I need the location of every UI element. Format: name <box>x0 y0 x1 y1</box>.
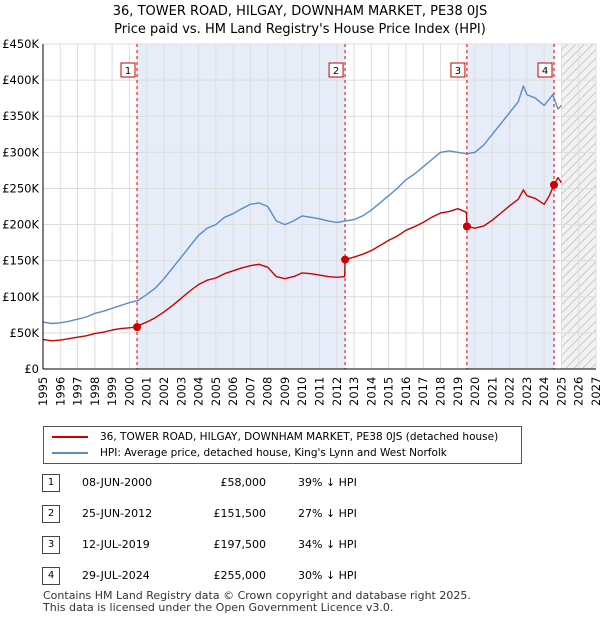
transaction-label-box <box>537 62 553 78</box>
legend-label-property: 36, TOWER ROAD, HILGAY, DOWNHAM MARKET, … <box>100 431 499 443</box>
transaction-point <box>550 180 559 189</box>
hpi-series-line <box>42 85 562 325</box>
transaction-number: 2 <box>42 505 60 523</box>
transaction-date: 08-JUN-2000 <box>82 476 153 489</box>
transaction-label-box <box>328 62 344 78</box>
x-tick-label: 2011 <box>313 377 327 406</box>
transaction-date: 12-JUL-2019 <box>82 538 150 551</box>
x-tick-label: 2012 <box>330 377 344 406</box>
transaction-label: 3 <box>455 66 461 77</box>
transaction-number: 3 <box>42 536 60 554</box>
transaction-label: 1 <box>125 66 131 77</box>
x-tick-label: 1996 <box>53 377 67 406</box>
legend-swatch-property <box>52 436 88 438</box>
x-tick-label: 2017 <box>416 377 430 406</box>
x-tick-label: 2019 <box>451 377 465 406</box>
transaction-label-box <box>450 62 466 78</box>
x-tick-label: 1998 <box>88 377 102 406</box>
ownership-period-shade <box>466 44 555 369</box>
x-tick-label: 2003 <box>174 377 188 406</box>
legend-item-property: 36, TOWER ROAD, HILGAY, DOWNHAM MARKET, … <box>52 429 498 445</box>
table-row: 4 29-JUL-2024 £255,000 30% ↓ HPI <box>42 567 462 585</box>
x-tick-label: 2026 <box>572 377 586 406</box>
x-tick-label: 2000 <box>122 377 136 406</box>
transaction-date: 29-JUL-2024 <box>82 569 150 582</box>
x-tick-label: 2006 <box>226 377 240 406</box>
transaction-number: 4 <box>42 567 60 585</box>
x-tick-label: 2014 <box>364 377 378 406</box>
x-tick-label: 2001 <box>140 377 154 406</box>
transaction-point <box>341 255 350 264</box>
x-tick-label: 2008 <box>261 377 275 406</box>
transaction-label: 2 <box>333 66 339 77</box>
transaction-point <box>133 323 142 332</box>
y-tick-label: £450K <box>2 37 39 51</box>
x-tick-label: 2007 <box>243 377 257 406</box>
y-tick-label: £250K <box>2 181 39 195</box>
x-tick-label: 1995 <box>36 377 50 406</box>
transaction-price: £151,500 <box>213 507 267 520</box>
transaction-date: 25-JUN-2012 <box>82 507 153 520</box>
x-tick-label: 2004 <box>192 377 206 406</box>
x-tick-label: 1999 <box>105 377 119 406</box>
chart-title: 36, TOWER ROAD, HILGAY, DOWNHAM MARKET, … <box>112 4 488 19</box>
transaction-hpi-diff: 27% ↓ HPI <box>298 507 357 520</box>
y-tick-label: £0 <box>24 362 39 376</box>
x-tick-label: 2015 <box>382 377 396 406</box>
transaction-number: 1 <box>42 474 60 492</box>
ownership-period-shade <box>137 44 346 369</box>
legend-label-hpi: HPI: Average price, detached house, King… <box>100 447 447 459</box>
x-tick-label: 2002 <box>157 377 171 406</box>
x-tick-label: 2010 <box>295 377 309 406</box>
legend-item-hpi: HPI: Average price, detached house, King… <box>52 445 447 461</box>
footer-copyright: Contains HM Land Registry data © Crown c… <box>43 589 471 602</box>
y-tick-label: £300K <box>2 145 39 159</box>
x-tick-label: 2016 <box>399 377 413 406</box>
y-tick-label: £200K <box>2 218 39 232</box>
x-tick-label: 2009 <box>278 377 292 406</box>
transaction-price: £255,000 <box>213 569 267 582</box>
x-tick-label: 2021 <box>485 377 499 406</box>
table-row: 1 08-JUN-2000 £58,000 39% ↓ HPI <box>42 474 462 492</box>
x-tick-label: 2005 <box>209 377 223 406</box>
table-row: 2 25-JUN-2012 £151,500 27% ↓ HPI <box>42 505 462 523</box>
footer: Contains HM Land Registry data © Crown c… <box>43 590 471 614</box>
transaction-point <box>462 222 471 231</box>
price-chart: 1 2 3 4 £0 £50K £100K £150K £200K £250K £300K £350K… <box>2 37 600 406</box>
footer-licence: This data is licensed under the Open Gov… <box>43 601 394 614</box>
x-tick-label: 2024 <box>537 377 551 406</box>
x-tick-label: 2023 <box>520 377 534 406</box>
chart-subtitle: Price paid vs. HM Land Registry's House … <box>114 22 486 37</box>
y-tick-label: £350K <box>2 109 39 123</box>
x-tick-label: 2022 <box>503 377 517 406</box>
x-tick-label: 2020 <box>468 377 482 406</box>
x-tick-label: 2027 <box>589 377 600 406</box>
transaction-label: 4 <box>542 66 548 77</box>
x-tick-label: 2013 <box>347 377 361 406</box>
legend-swatch-hpi <box>52 452 88 454</box>
table-row: 3 12-JUL-2019 £197,500 34% ↓ HPI <box>42 536 462 554</box>
y-tick-label: £150K <box>2 254 39 268</box>
transaction-hpi-diff: 34% ↓ HPI <box>298 538 357 551</box>
x-tick-label: 1997 <box>71 377 85 406</box>
transaction-price: £197,500 <box>213 538 267 551</box>
y-tick-label: £50K <box>10 326 40 340</box>
y-tick-label: £400K <box>2 73 39 87</box>
transaction-hpi-diff: 39% ↓ HPI <box>298 476 357 489</box>
x-tick-label: 2018 <box>433 377 447 406</box>
y-tick-label: £100K <box>2 290 39 304</box>
transaction-hpi-diff: 30% ↓ HPI <box>298 569 357 582</box>
x-tick-label: 2025 <box>554 377 568 406</box>
transaction-price: £58,000 <box>220 476 267 489</box>
legend: 36, TOWER ROAD, HILGAY, DOWNHAM MARKET, … <box>43 426 522 464</box>
transaction-label-box <box>120 62 136 78</box>
